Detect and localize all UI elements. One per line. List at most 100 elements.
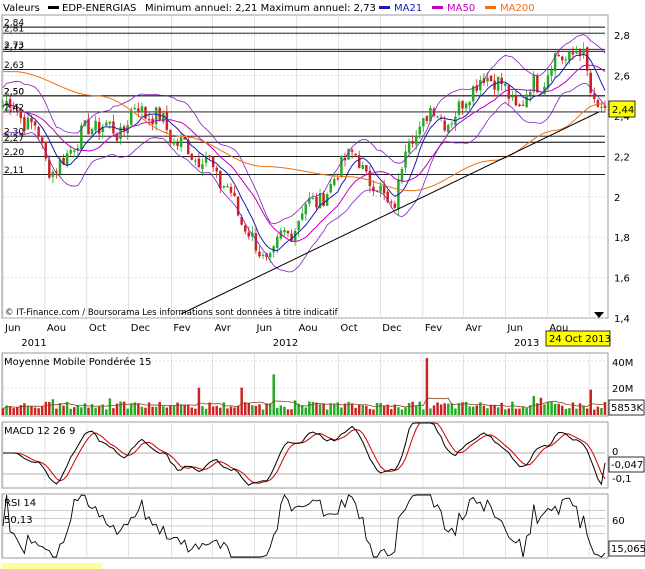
rsi-top-value: 50,13: [4, 515, 33, 526]
ma200-label: MA200: [500, 3, 535, 14]
month-label: Oct: [89, 323, 106, 334]
volume-bar: [258, 404, 261, 415]
volume-bar: [297, 403, 300, 415]
candle-body: [357, 155, 361, 168]
candle-body: [386, 191, 389, 203]
level-label: 2,27: [4, 134, 24, 144]
rsi-ytick-60: 60: [612, 516, 625, 527]
volume-bar: [525, 408, 528, 415]
price-tick: 2,8: [614, 31, 630, 42]
month-labels: Jun Aou Oct Dec Fev Avr Jun Aou Oct Dec Fev Avr Jun A…: [4, 323, 568, 334]
volume-bar: [532, 395, 535, 415]
volume-bar: [325, 409, 329, 415]
volume-bar: [23, 403, 26, 415]
volume-bar: [475, 405, 479, 415]
volume-bar: [80, 407, 83, 415]
price-tag-value: 2,44: [612, 105, 634, 116]
date-tag: 24 Oct 2013: [545, 330, 611, 347]
month-label: Avr: [465, 323, 482, 334]
candle-body: [147, 119, 151, 121]
level-label: 2,73: [4, 41, 24, 51]
volume-bar: [83, 403, 87, 415]
volume-bar: [557, 403, 560, 415]
volume-bar: [568, 408, 571, 415]
volume-bar: [422, 409, 425, 415]
volume-bar: [354, 407, 357, 415]
volume-bar: [179, 404, 183, 415]
volume-bar: [165, 407, 169, 415]
rsi-path: [2, 494, 606, 558]
candle-body: [315, 196, 318, 208]
candle-body: [461, 101, 464, 109]
volume-bar: [211, 406, 215, 415]
candle-body: [511, 96, 514, 98]
scroll-down-icon[interactable]: [594, 312, 604, 318]
candle-body: [475, 85, 479, 91]
volume-bar: [243, 402, 247, 415]
ma50-swatch: [432, 6, 443, 9]
candle-body: [201, 164, 204, 170]
candle-body: [133, 107, 137, 110]
candle-body: [258, 251, 261, 257]
bottom-scrollbar[interactable]: [2, 563, 102, 569]
macd-panel: MACD 12 26 9 0 -0,1 -0,047: [1, 421, 645, 489]
candle-body: [186, 139, 190, 155]
candle-body: [329, 184, 332, 193]
volume-bar: [76, 405, 80, 415]
candle-body: [80, 125, 83, 150]
macd-signal-line: [3, 422, 606, 484]
volume-bar: [450, 403, 454, 415]
candle-body: [140, 106, 144, 113]
volume-bar: [454, 408, 457, 415]
volume-bar: [254, 405, 258, 415]
bollinger-lower: [2, 82, 606, 273]
candle-body: [158, 107, 161, 121]
month-label: Jun: [256, 323, 273, 334]
month-label: Oct: [340, 323, 357, 334]
candle-body: [76, 147, 80, 151]
candle-body: [40, 137, 44, 143]
volume-bar: [407, 402, 411, 415]
volume-ytick-40m: 40M: [612, 358, 633, 369]
volume-bar: [318, 404, 322, 415]
volume-bar: [546, 401, 550, 415]
candle-body: [1, 106, 5, 108]
price-tag: 2,44: [608, 100, 636, 118]
month-label: Jun: [4, 323, 21, 334]
volume-bar: [51, 399, 55, 415]
level-label: 2,72: [4, 43, 24, 53]
volume-bar: [190, 407, 194, 415]
candle-body: [19, 111, 23, 119]
level-label: 2,42: [4, 103, 24, 113]
candle-body: [575, 51, 578, 54]
level-label: 2,11: [4, 166, 24, 176]
level-label: 2,50: [4, 87, 24, 97]
candle-body: [561, 56, 564, 61]
macd-line: [3, 422, 606, 486]
volume-bar: [5, 405, 8, 415]
volume-bar: [276, 407, 279, 415]
price-tag-box: [608, 100, 636, 118]
candle-body: [233, 192, 236, 197]
candle-body: [144, 106, 147, 119]
candle-body: [290, 233, 293, 242]
candle-body: [229, 186, 233, 193]
volume-bars: [1, 358, 607, 415]
candle-body: [58, 159, 62, 174]
price-tick: 2,2: [614, 152, 630, 163]
volume-bar: [87, 407, 90, 415]
volume-ytick-20m: 20M: [612, 384, 633, 395]
candle-body: [308, 198, 311, 204]
rsi-tag-value: 15,065: [611, 544, 645, 555]
candle-body: [23, 117, 26, 131]
volume-bar: [40, 406, 44, 415]
volume-bar: [500, 402, 503, 415]
level-label: 2,81: [4, 25, 24, 35]
candle-body: [101, 126, 104, 132]
volume-bar: [48, 401, 51, 415]
level-labels: 2,842,812,732,722,632,502,502,422,302,27…: [4, 19, 24, 176]
candle-body: [436, 116, 439, 118]
candle-body: [400, 168, 404, 182]
candle-body: [276, 236, 279, 248]
candle-body: [447, 124, 450, 133]
